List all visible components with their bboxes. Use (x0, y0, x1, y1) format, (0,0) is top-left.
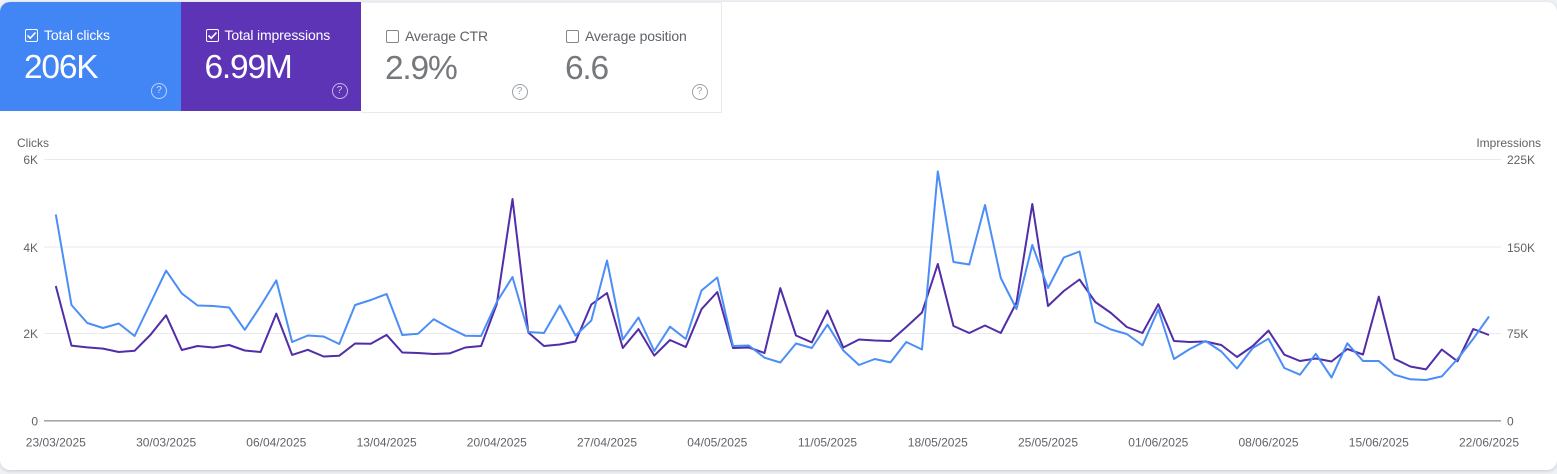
svg-text:20/04/2025: 20/04/2025 (467, 436, 527, 450)
svg-text:0: 0 (1507, 415, 1514, 429)
svg-text:0: 0 (31, 415, 38, 429)
svg-text:01/06/2025: 01/06/2025 (1128, 436, 1188, 450)
svg-text:23/03/2025: 23/03/2025 (26, 436, 86, 450)
svg-text:2K: 2K (23, 327, 38, 341)
svg-text:25/05/2025: 25/05/2025 (1018, 436, 1078, 450)
svg-text:18/05/2025: 18/05/2025 (908, 436, 968, 450)
svg-text:15/06/2025: 15/06/2025 (1349, 436, 1409, 450)
svg-text:4K: 4K (23, 241, 38, 255)
svg-text:27/04/2025: 27/04/2025 (577, 436, 637, 450)
svg-text:08/06/2025: 08/06/2025 (1238, 436, 1298, 450)
svg-text:Clicks: Clicks (17, 136, 49, 150)
svg-text:06/04/2025: 06/04/2025 (246, 436, 306, 450)
svg-text:13/04/2025: 13/04/2025 (357, 436, 417, 450)
svg-text:11/05/2025: 11/05/2025 (798, 436, 857, 450)
svg-text:75K: 75K (1507, 327, 1528, 341)
svg-text:225K: 225K (1507, 153, 1535, 167)
svg-text:22/06/2025: 22/06/2025 (1459, 436, 1519, 450)
svg-text:150K: 150K (1507, 241, 1535, 255)
svg-text:30/03/2025: 30/03/2025 (136, 436, 196, 450)
svg-text:6K: 6K (23, 153, 38, 167)
svg-text:Impressions: Impressions (1476, 136, 1541, 150)
svg-text:04/05/2025: 04/05/2025 (687, 436, 747, 450)
